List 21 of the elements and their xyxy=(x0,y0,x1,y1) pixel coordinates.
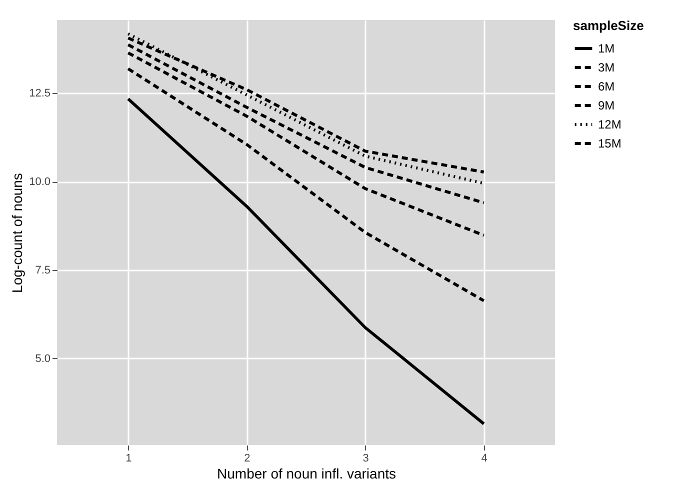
x-axis-title: Number of noun infl. variants xyxy=(217,466,396,482)
x-tick-label: 2 xyxy=(244,452,250,464)
legend-label: 3M xyxy=(598,60,615,74)
line-series xyxy=(126,67,486,302)
y-axis-title: Log-count of nouns xyxy=(9,173,26,293)
x-tick-label: 3 xyxy=(362,452,369,464)
legend-label: 9M xyxy=(598,98,615,112)
legend-label: 1M xyxy=(598,42,615,56)
y-tick-label: 10.0 xyxy=(29,176,50,188)
line-series xyxy=(126,43,486,204)
line-series xyxy=(126,51,486,237)
y-tick-label: 12.5 xyxy=(29,88,50,100)
line-series xyxy=(126,97,486,426)
x-tick-label: 1 xyxy=(126,452,132,464)
y-tick-label: 7.5 xyxy=(35,264,50,276)
legend-label: 6M xyxy=(598,80,615,94)
legend-label: 12M xyxy=(598,118,622,132)
legend-label: 15M xyxy=(598,136,622,150)
y-tick-label: 5.0 xyxy=(35,352,50,365)
legend-title: sampleSize xyxy=(573,18,644,33)
x-tick-label: 4 xyxy=(481,452,488,464)
